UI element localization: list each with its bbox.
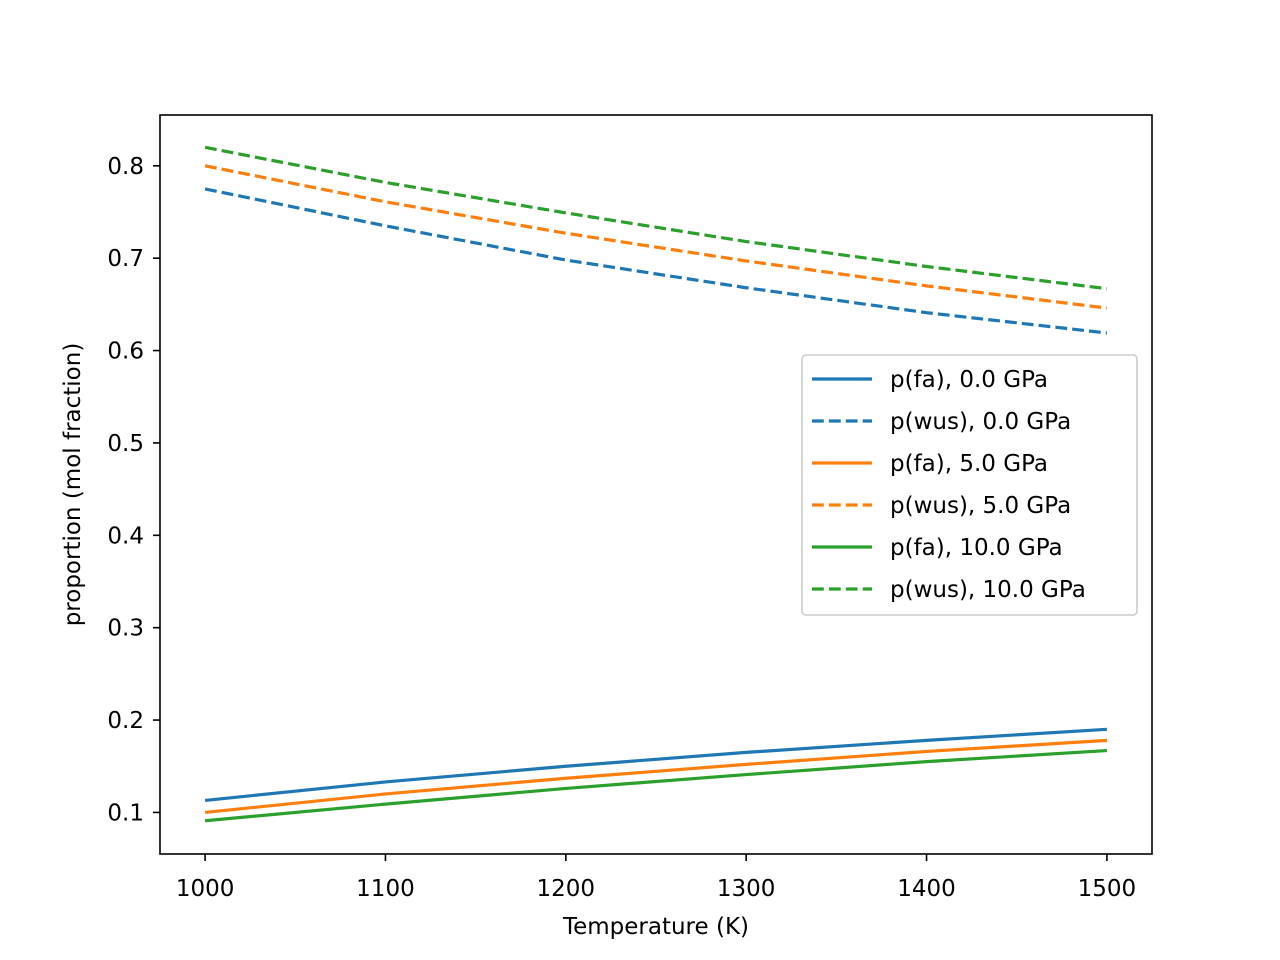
x-tick-label: 1200 xyxy=(537,876,596,902)
series-line-5 xyxy=(204,145,1108,291)
legend: p(fa), 0.0 GPa p(wus), 0.0 GPa p(fa), 5.0 … xyxy=(801,354,1138,616)
legend-label-2: p(fa), 5.0 GPa xyxy=(890,451,1048,477)
legend-label-3: p(wus), 5.0 GPa xyxy=(890,493,1071,519)
series-layer xyxy=(204,145,1108,823)
y-tick-label: 0.7 xyxy=(107,246,144,272)
x-axis-label: Temperature (K) xyxy=(562,914,749,940)
y-axis: 0.1 0.2 0.3 0.4 0.5 0.6 0.7 0.8 xyxy=(107,154,160,826)
series-line-0 xyxy=(204,727,1108,803)
x-tick-label: 1400 xyxy=(897,876,956,902)
x-tick-label: 1500 xyxy=(1078,876,1137,902)
series-line-2 xyxy=(204,738,1108,815)
y-tick-label: 0.1 xyxy=(107,800,144,826)
legend-label-0: p(fa), 0.0 GPa xyxy=(890,367,1048,393)
y-tick-label: 0.3 xyxy=(107,616,144,642)
y-tick-label: 0.6 xyxy=(107,339,144,365)
x-axis: 1000 1100 1200 1300 1400 1500 xyxy=(176,854,1136,902)
legend-label-1: p(wus), 0.0 GPa xyxy=(890,409,1071,435)
y-tick-label: 0.8 xyxy=(107,154,144,180)
y-tick-label: 0.4 xyxy=(107,523,144,549)
x-tick-label: 1100 xyxy=(356,876,415,902)
series-line-4 xyxy=(204,748,1108,823)
y-axis-label: proportion (mol fraction) xyxy=(60,343,86,627)
plot-area-frame xyxy=(159,114,1153,855)
series-line-1 xyxy=(204,187,1108,335)
legend-label-5: p(wus), 10.0 GPa xyxy=(890,577,1086,603)
x-tick-label: 1300 xyxy=(717,876,776,902)
legend-box xyxy=(801,354,1138,616)
y-tick-label: 0.5 xyxy=(107,431,144,457)
legend-label-4: p(fa), 10.0 GPa xyxy=(890,535,1063,561)
y-tick-label: 0.2 xyxy=(107,708,144,734)
series-line-3 xyxy=(204,164,1108,310)
x-tick-label: 1000 xyxy=(176,876,235,902)
